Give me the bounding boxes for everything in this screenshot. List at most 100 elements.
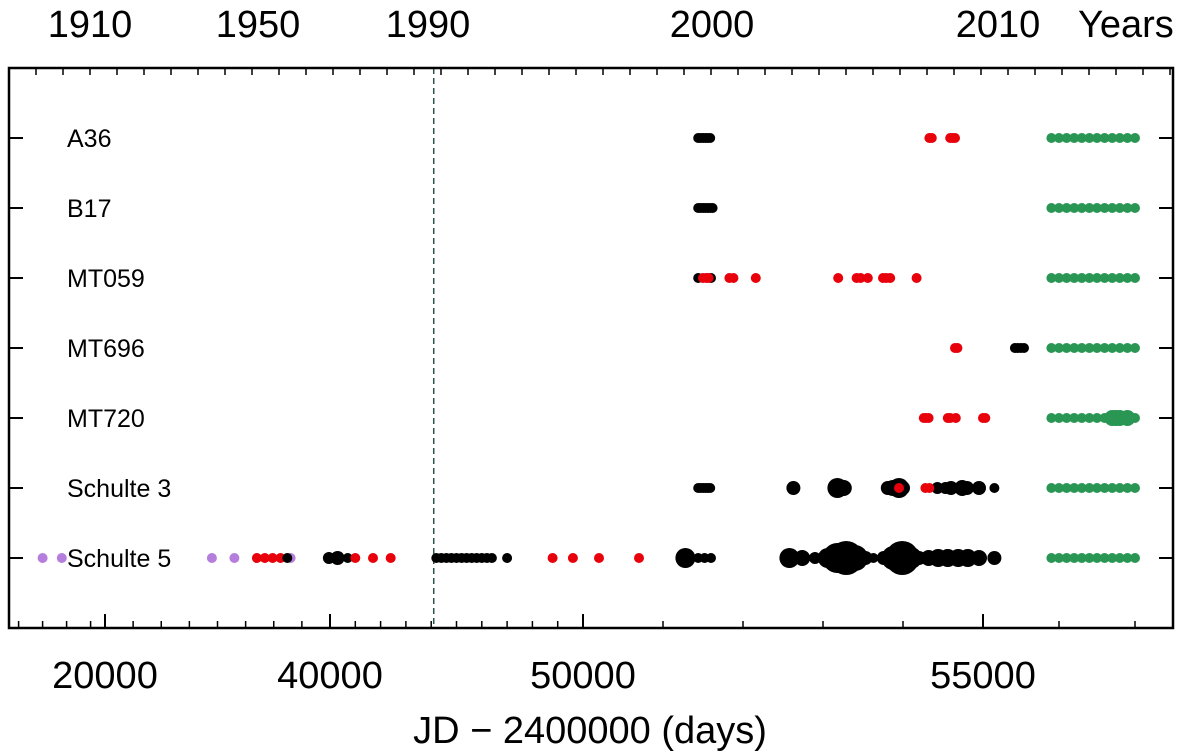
- data-point: [342, 553, 353, 563]
- data-point: [385, 553, 396, 563]
- data-point: [1092, 483, 1102, 493]
- data-point: [1114, 273, 1125, 283]
- data-point: [1119, 410, 1136, 426]
- data-point: [1076, 343, 1087, 353]
- year-tick-label: 1950: [216, 4, 301, 46]
- data-point: [1076, 203, 1087, 213]
- data-point: [972, 481, 986, 495]
- data-point: [1054, 203, 1064, 213]
- data-point: [251, 553, 262, 563]
- data-point: [1122, 483, 1133, 493]
- data-point: [37, 553, 48, 563]
- data-point: [1061, 343, 1072, 353]
- data-point: [1054, 343, 1064, 353]
- x-tick-label: 55000: [930, 655, 1036, 697]
- data-point: [1130, 553, 1140, 563]
- data-point: [1092, 343, 1102, 353]
- data-point: [944, 481, 958, 495]
- data-point: [980, 413, 991, 423]
- data-point: [1122, 273, 1133, 283]
- data-point: [950, 133, 960, 143]
- data-point: [1122, 343, 1133, 353]
- data-point: [1107, 133, 1118, 143]
- data-point: [1114, 343, 1125, 353]
- data-point: [1092, 273, 1102, 283]
- data-point: [1130, 203, 1140, 213]
- data-point: [1099, 553, 1110, 563]
- x-tick-label: 20000: [52, 655, 158, 697]
- data-point: [259, 553, 270, 563]
- data-point: [885, 273, 896, 283]
- data-point: [1046, 413, 1057, 423]
- data-point: [960, 481, 974, 495]
- star-label: Schulte 3: [67, 475, 171, 503]
- data-point: [1099, 483, 1110, 493]
- data-point: [1130, 413, 1140, 423]
- data-point: [703, 273, 714, 283]
- data-point: [750, 273, 761, 283]
- data-point: [706, 553, 716, 563]
- data-point: [1107, 273, 1118, 283]
- data-point: [1092, 133, 1102, 143]
- data-point: [1061, 483, 1072, 493]
- year-tick-label: 2000: [670, 4, 755, 46]
- data-point: [1061, 553, 1072, 563]
- data-point: [1069, 483, 1080, 493]
- data-point: [1084, 483, 1095, 493]
- data-point: [594, 553, 604, 563]
- data-point: [779, 548, 800, 568]
- data-point: [926, 133, 937, 143]
- data-point: [1076, 273, 1087, 283]
- data-point: [728, 273, 739, 283]
- axis-ticks-group: [9, 68, 1173, 628]
- data-point: [1054, 553, 1064, 563]
- data-point: [987, 551, 1002, 565]
- data-point: [952, 343, 963, 353]
- data-point: [1099, 273, 1110, 283]
- data-point: [1084, 203, 1095, 213]
- data-point: [950, 413, 961, 423]
- data-point: [835, 480, 852, 496]
- data-point: [56, 553, 67, 563]
- data-point: [1061, 203, 1072, 213]
- data-point: [1122, 203, 1133, 213]
- data-point: [705, 483, 716, 493]
- data-point: [1084, 553, 1095, 563]
- star-label: MT720: [67, 405, 145, 433]
- data-point: [675, 548, 696, 568]
- plot-frame: [7, 66, 1175, 630]
- data-point: [1046, 273, 1057, 283]
- x-tick-label: 50000: [530, 655, 636, 697]
- star-label: B17: [67, 195, 111, 223]
- data-point: [809, 552, 821, 564]
- data-point: [911, 273, 922, 283]
- x-axis-title: JD − 2400000 (days): [413, 710, 767, 752]
- data-point: [634, 553, 644, 563]
- data-point: [1069, 273, 1080, 283]
- data-point: [1076, 413, 1087, 423]
- data-point: [1130, 343, 1140, 353]
- data-point: [229, 553, 240, 563]
- data-point: [1061, 273, 1072, 283]
- data-point: [1069, 343, 1080, 353]
- data-point: [1054, 273, 1064, 283]
- data-point: [1092, 413, 1102, 423]
- data-point: [282, 553, 293, 563]
- data-point: [971, 550, 987, 566]
- data-point: [989, 483, 1000, 493]
- data-point: [1114, 133, 1125, 143]
- data-point: [1107, 343, 1118, 353]
- data-point: [1046, 483, 1057, 493]
- data-point: [206, 553, 217, 563]
- data-point: [1092, 553, 1102, 563]
- data-point: [1054, 483, 1064, 493]
- data-point: [567, 553, 578, 563]
- data-point: [1084, 343, 1095, 353]
- data-point: [894, 483, 904, 493]
- data-point: [350, 553, 361, 563]
- data-point: [1092, 203, 1102, 213]
- data-point: [1130, 483, 1140, 493]
- data-point: [833, 273, 844, 283]
- data-point: [786, 481, 801, 495]
- data-point: [923, 413, 934, 423]
